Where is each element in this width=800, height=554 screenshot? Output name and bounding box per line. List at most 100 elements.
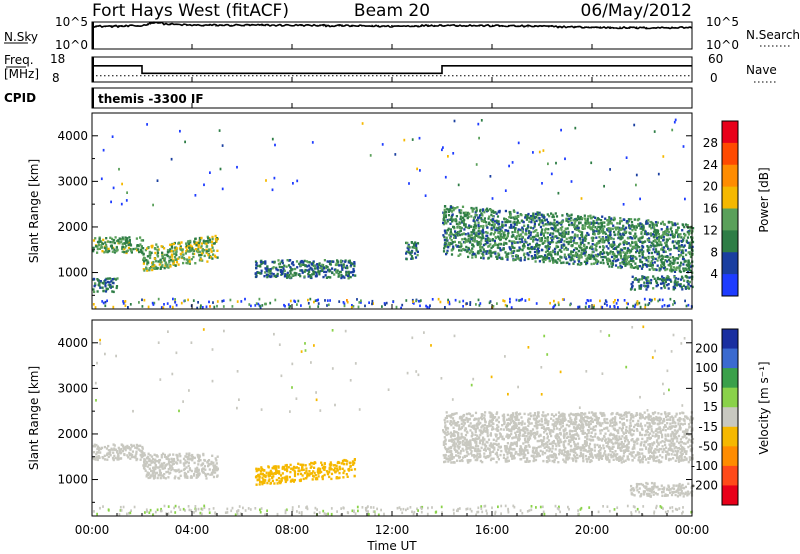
power-cell [175,261,179,264]
power-cell [205,248,208,251]
power-cell [680,261,683,264]
power-cell [549,301,551,305]
power-cell [240,300,243,303]
power-cell [112,305,115,309]
power-cell [667,263,670,267]
power-cell [649,261,652,265]
power-cell [473,224,476,227]
power-cell [653,228,657,232]
power-cell [685,239,688,242]
power-cell [526,215,529,219]
velocity-cell [153,458,156,462]
velocity-cell [336,461,339,465]
power-cell [186,250,189,253]
power-cell [156,251,160,254]
power-cell [265,273,268,276]
power-cell [112,290,115,294]
velocity-cell [446,430,449,433]
power-cell [610,222,613,225]
power-cell [591,250,594,254]
power-cell [672,288,675,291]
power-cell [505,255,508,258]
power-cell [285,265,288,268]
power-cell [188,246,191,249]
power-cell [542,234,545,237]
velocity-cell [202,453,205,457]
power-cell [542,257,545,261]
velocity-cell [591,427,594,431]
power-cell [328,262,332,266]
power-cell [538,216,541,220]
velocity-cell [325,470,329,473]
power-cell [416,242,420,245]
power-cell [648,302,651,305]
power-cell [127,306,129,309]
power-cell [283,269,286,273]
power-cell [652,248,655,251]
power-cell [659,258,662,262]
velocity-cell [350,468,353,471]
power-cell [638,284,641,288]
power-cell [166,263,169,267]
velocity-cell [669,458,672,461]
power-cell [686,236,690,239]
power-cell [636,267,639,270]
power-cell [480,212,483,215]
power-cell [482,257,485,260]
power-cell [576,242,579,245]
power-cell [583,237,586,240]
power-cell [646,285,649,289]
power-cell [691,240,695,244]
power-cell [619,253,622,256]
power-cell [560,234,563,238]
power-cell [624,241,627,244]
power-cell [543,254,547,257]
power-cell [572,258,575,261]
power-cell [650,241,653,244]
power-cell [677,266,680,269]
power-cell [221,144,224,147]
velocity-cell [488,424,491,428]
power-cell [508,246,511,249]
power-cell [105,250,108,253]
power-cell [510,306,513,309]
velocity-cell [215,462,218,465]
power-cell [95,245,98,248]
power-cell [656,231,659,234]
power-cell [669,233,672,237]
velocity-cell [609,422,612,425]
power-cell [535,245,538,248]
power-cell [533,223,536,226]
power-cell [144,248,147,252]
velocity-cell [464,433,468,437]
power-cell [660,222,663,225]
power-cell [554,260,557,263]
power-colorbar-segment [722,230,738,253]
power-cell [573,234,576,238]
power-cell [634,240,637,244]
velocity-cell [562,458,565,461]
velocity-cell [572,433,575,437]
velocity-cell [661,440,664,443]
power-cell [443,245,446,248]
power-cell [476,219,479,222]
velocity-cell [666,427,670,430]
power-cell [527,212,530,216]
power-cell [498,230,501,234]
power-cell [456,245,459,248]
power-cell [620,228,623,231]
velocity-cell [134,456,137,459]
power-cell [175,247,178,250]
power-cell [520,228,523,231]
power-cell [533,254,537,257]
velocity-cell [126,444,129,448]
power-cell [254,304,257,307]
velocity-cell [486,432,489,435]
power-cell [588,225,591,228]
velocity-cell [303,471,307,475]
power-cell [281,259,284,262]
power-cell [291,273,294,277]
power-cell [581,231,584,234]
power-cell [461,220,464,223]
power-cell [156,245,159,249]
